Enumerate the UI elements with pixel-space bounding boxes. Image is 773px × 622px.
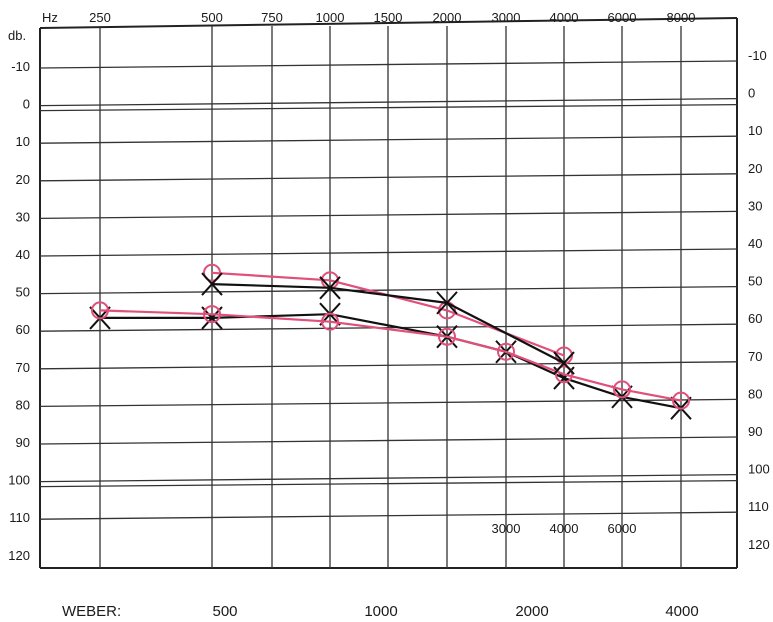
db-tick-label-left: 30 [16, 209, 30, 224]
grid-line-horizontal [39, 473, 738, 483]
weber-label: WEBER: [62, 603, 121, 620]
weber-value: 500 [212, 603, 237, 620]
data-point-marker [555, 365, 573, 384]
x-marker-stroke [319, 276, 341, 300]
db-tick-label-left: 10 [16, 134, 30, 149]
data-point-marker [436, 291, 458, 315]
x-axis-label-hz: Hz [42, 10, 58, 25]
db-tick-label-right: 30 [748, 198, 762, 213]
x-marker-stroke [553, 351, 575, 375]
grid-line-horizontal [39, 361, 738, 370]
x-marker-stroke [436, 291, 458, 315]
db-tick-label-left: 120 [8, 548, 30, 563]
o-marker [438, 327, 456, 346]
mid-freq-tick-label: 6000 [608, 521, 637, 536]
db-tick-label-right: 90 [748, 424, 762, 439]
db-tick-label-left: 70 [16, 360, 30, 375]
grid-line-horizontal [39, 398, 738, 408]
db-tick-label-left: 60 [16, 322, 30, 337]
top-freq-tick-label: 750 [261, 10, 283, 25]
grid-line-horizontal [39, 511, 738, 520]
db-tick-label-right: 20 [748, 161, 762, 176]
top-freq-tick-label: 1000 [316, 10, 345, 25]
o-marker [91, 301, 109, 320]
grid-line-horizontal [39, 248, 738, 257]
top-freq-tick-label: 3000 [492, 10, 521, 25]
top-freq-tick-label: 500 [201, 10, 223, 25]
top-freq-tick-label: 4000 [550, 10, 579, 25]
data-point-marker [91, 301, 109, 320]
axis-labels: Hz db. 250 500 750 1000 1500 2000 3000 4000 6000… [8, 10, 770, 563]
data-point-marker [321, 312, 339, 331]
db-tick-label-right: -10 [748, 48, 767, 63]
db-tick-label-right: 70 [748, 349, 762, 364]
grid-line-horizontal [39, 285, 738, 295]
data-point-marker [672, 391, 690, 410]
data-point-marker [553, 351, 575, 375]
top-freq-tick-label: 8000 [667, 10, 696, 25]
x-marker-stroke [201, 272, 223, 296]
data-point-marker [497, 342, 515, 361]
db-tick-label-right: 80 [748, 386, 762, 401]
o-marker [203, 263, 221, 282]
top-freq-tick-label: 250 [89, 10, 111, 25]
db-tick-label-right: 100 [748, 462, 770, 477]
grid-line-horizontal [39, 323, 738, 332]
grid-line-horizontal [39, 436, 738, 445]
db-tick-label-left: 40 [16, 247, 30, 262]
db-tick-label-left: 20 [16, 172, 30, 187]
grid-line-horizontal [39, 135, 738, 144]
o-marker [497, 342, 515, 361]
data-point-marker [438, 327, 456, 346]
db-tick-label-left: 50 [16, 285, 30, 300]
grid-line-reference [39, 103, 738, 112]
data-point-marker [201, 272, 223, 296]
db-tick-label-right: 50 [748, 274, 762, 289]
o-marker [672, 391, 690, 410]
db-tick-label-right: 120 [748, 537, 770, 552]
data-point-marker [203, 305, 221, 324]
top-freq-tick-label: 1500 [374, 10, 403, 25]
series-line [210, 283, 566, 365]
series-line [98, 309, 683, 402]
grid [39, 17, 738, 569]
db-tick-label-right: 110 [748, 499, 769, 514]
db-tick-label-left: -10 [11, 59, 30, 74]
db-tick-label-left: 100 [8, 473, 30, 488]
grid-line-horizontal [39, 173, 738, 182]
data-point-marker [203, 263, 221, 282]
top-freq-tick-label: 6000 [608, 10, 637, 25]
db-tick-label-right: 10 [748, 123, 762, 138]
weber-value: 2000 [515, 603, 548, 620]
weber-row: WEBER: 500 1000 2000 4000 [62, 603, 699, 620]
db-tick-label-right: 60 [748, 311, 762, 326]
grid-line-reference [39, 479, 738, 488]
weber-value: 4000 [665, 603, 698, 620]
mid-freq-tick-label: 3000 [492, 521, 521, 536]
top-freq-tick-label: 2000 [433, 10, 462, 25]
o-marker [321, 312, 339, 331]
o-marker [555, 365, 573, 384]
db-tick-label-left: 0 [23, 97, 30, 112]
o-marker [613, 380, 631, 399]
db-tick-label-left: 110 [9, 510, 30, 525]
grid-line-horizontal [39, 210, 738, 220]
db-tick-label-left: 80 [16, 397, 30, 412]
o-marker [203, 305, 221, 324]
data-point-marker [319, 276, 341, 300]
grid-line-horizontal [39, 60, 738, 69]
grid-line-horizontal [39, 97, 738, 107]
db-tick-label-right: 40 [748, 236, 762, 251]
frame-top [39, 17, 738, 29]
db-tick-label-right: 0 [748, 86, 755, 101]
db-tick-label-left: 90 [16, 435, 30, 450]
mid-freq-tick-label: 4000 [550, 521, 579, 536]
data-point-marker [613, 380, 631, 399]
audiogram-series [89, 263, 692, 420]
y-axis-label-db: db. [8, 28, 26, 43]
weber-value: 1000 [364, 603, 397, 620]
